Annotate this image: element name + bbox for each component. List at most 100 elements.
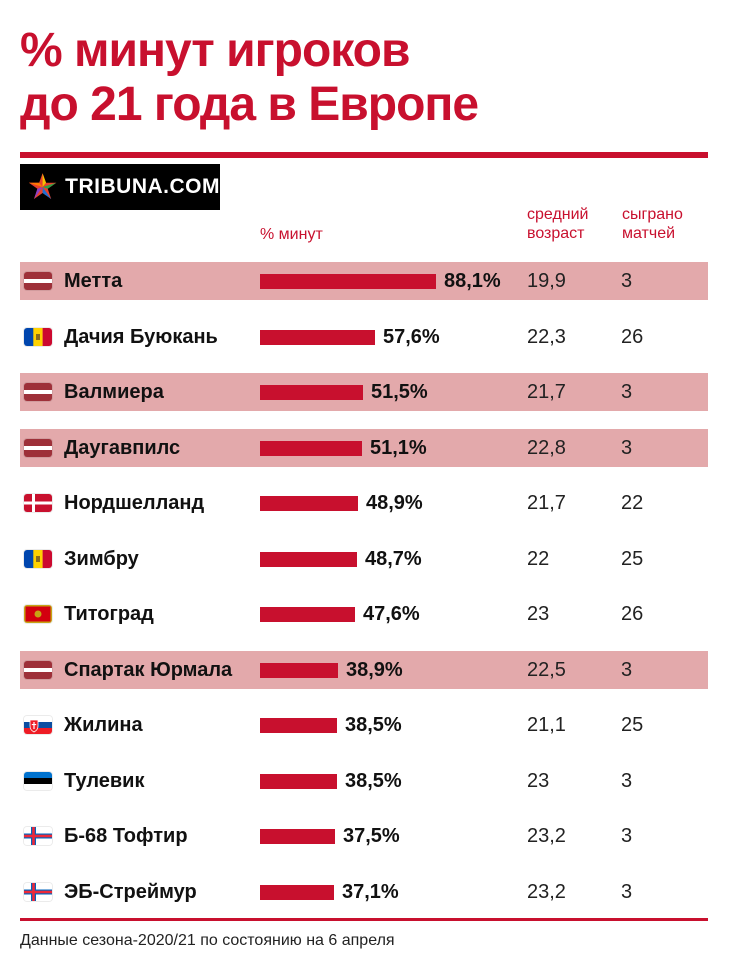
- average-age: 23,2: [527, 825, 566, 847]
- team-name: Валмиера: [64, 381, 164, 403]
- matches-played: 25: [621, 714, 644, 736]
- average-age: 22,3: [527, 325, 566, 348]
- average-age: 23: [527, 603, 550, 625]
- pct-value-label: 48,7%: [365, 547, 422, 570]
- team-name: Титоград: [64, 603, 154, 625]
- moldova-flag: [24, 327, 52, 346]
- pct-value-label: 37,5%: [343, 825, 400, 847]
- bar-mark: [260, 274, 436, 289]
- matches-played: 3: [621, 825, 633, 847]
- matches-played: 26: [621, 603, 644, 625]
- average-age: 22,8: [527, 436, 566, 459]
- table-row: Метта 88,1% 19,9 3: [20, 262, 708, 300]
- table-row: Б-68 Тофтир 37,5% 23,2 3: [20, 817, 708, 855]
- table-row: ЭБ-Стреймур 37,1% 23,2 3: [20, 873, 708, 911]
- average-age: 22: [527, 547, 550, 570]
- chart-title: % минут игроков до 21 года в Европе: [20, 24, 479, 132]
- latvia-flag: [24, 438, 52, 457]
- column-header-games-line-2: матчей: [622, 225, 676, 242]
- pct-value-label: 47,6%: [363, 603, 420, 625]
- table-row: Даугавпилс 51,1% 22,8 3: [20, 428, 708, 467]
- pct-value-label: 57,6%: [383, 325, 440, 348]
- bar-mark: [260, 718, 337, 733]
- team-name: ЭБ-Стреймур: [64, 880, 197, 903]
- title-line-2: до 21 года в Европе: [20, 78, 479, 131]
- column-header-age: средний возраст: [527, 205, 617, 243]
- team-name: Спартак Юрмала: [64, 658, 233, 681]
- pct-value-label: 38,5%: [345, 769, 402, 792]
- table-row: Нордшелланд 48,9% 21,7 22: [20, 484, 708, 522]
- team-name: Зимбру: [64, 547, 139, 570]
- pct-value-label: 37,1%: [342, 880, 399, 903]
- slovakia-flag: [24, 716, 52, 734]
- table-row: Валмиера 51,5% 21,7 3: [20, 373, 708, 411]
- matches-played: 26: [621, 325, 644, 348]
- denmark-flag: [24, 494, 52, 512]
- matches-played: 25: [621, 547, 644, 570]
- moldova-flag: [24, 549, 52, 568]
- team-name: Дачия Буюкань: [64, 325, 218, 348]
- faroe-islands-flag: [24, 882, 52, 901]
- column-header-age-line-1: средний: [527, 206, 589, 223]
- team-name: Нордшелланд: [64, 492, 205, 514]
- table-row: Жилина 38,5% 21,1 25: [20, 706, 708, 744]
- matches-played: 22: [621, 492, 644, 514]
- matches-played: 3: [621, 769, 633, 792]
- average-age: 22,5: [527, 658, 566, 681]
- average-age: 21,7: [527, 381, 566, 403]
- title-line-1: % минут игроков: [20, 24, 411, 77]
- title-divider: [20, 152, 708, 158]
- pct-value-label: 38,5%: [345, 714, 402, 736]
- bar-mark: [260, 551, 357, 567]
- logo-text: TRIBUNA.COM: [65, 175, 220, 198]
- average-age: 21,1: [527, 714, 566, 736]
- team-name: Метта: [64, 270, 123, 292]
- faroe-islands-flag: [24, 827, 52, 845]
- estonia-flag: [24, 771, 52, 790]
- matches-played: 3: [621, 381, 633, 403]
- table-row: Спартак Юрмала 38,9% 22,5 3: [20, 650, 708, 689]
- team-name: Б-68 Тофтир: [64, 825, 188, 847]
- latvia-flag: [24, 383, 52, 401]
- average-age: 21,7: [527, 492, 566, 514]
- pct-value-label: 88,1%: [444, 270, 501, 292]
- bar-mark: [260, 385, 363, 400]
- table-row: Титоград 47,6% 23 26: [20, 595, 708, 633]
- column-header-games-line-1: сыграно: [622, 206, 683, 223]
- latvia-flag: [24, 660, 52, 679]
- star-icon: [28, 173, 57, 200]
- column-header-pct: % минут: [260, 226, 323, 243]
- bar-mark: [260, 829, 335, 844]
- matches-played: 3: [621, 270, 633, 292]
- column-header-games: сыграно матчей: [622, 205, 712, 243]
- tribuna-logo: TRIBUNA.COM: [20, 164, 220, 210]
- team-name: Даугавпилс: [64, 436, 181, 459]
- bar-mark: [260, 329, 375, 345]
- pct-value-label: 51,5%: [371, 381, 428, 403]
- bottom-divider: [20, 918, 708, 921]
- bar-mark: [260, 607, 355, 622]
- average-age: 23: [527, 769, 550, 792]
- latvia-flag: [24, 272, 52, 290]
- montenegro-flag: [24, 605, 52, 623]
- table-row: Зимбру 48,7% 22 25: [20, 540, 708, 578]
- pct-value-label: 38,9%: [346, 658, 403, 681]
- column-header-age-line-2: возраст: [527, 225, 585, 242]
- pct-value-label: 51,1%: [370, 436, 427, 459]
- bar-mark: [260, 496, 358, 511]
- average-age: 23,2: [527, 880, 566, 903]
- bar-mark: [260, 773, 337, 789]
- bar-mark: [260, 662, 338, 678]
- table-row: Тулевик 38,5% 23 3: [20, 762, 708, 800]
- team-name: Тулевик: [64, 769, 145, 792]
- table-row: Дачия Буюкань 57,6% 22,3 26: [20, 318, 708, 356]
- bar-mark: [260, 884, 334, 900]
- pct-value-label: 48,9%: [366, 492, 423, 514]
- bar-mark: [260, 440, 362, 456]
- team-name: Жилина: [64, 714, 143, 736]
- footnote: Данные сезона-2020/21 по состоянию на 6 …: [20, 932, 395, 949]
- matches-played: 3: [621, 658, 633, 681]
- matches-played: 3: [621, 880, 633, 903]
- average-age: 19,9: [527, 270, 566, 292]
- matches-played: 3: [621, 436, 633, 459]
